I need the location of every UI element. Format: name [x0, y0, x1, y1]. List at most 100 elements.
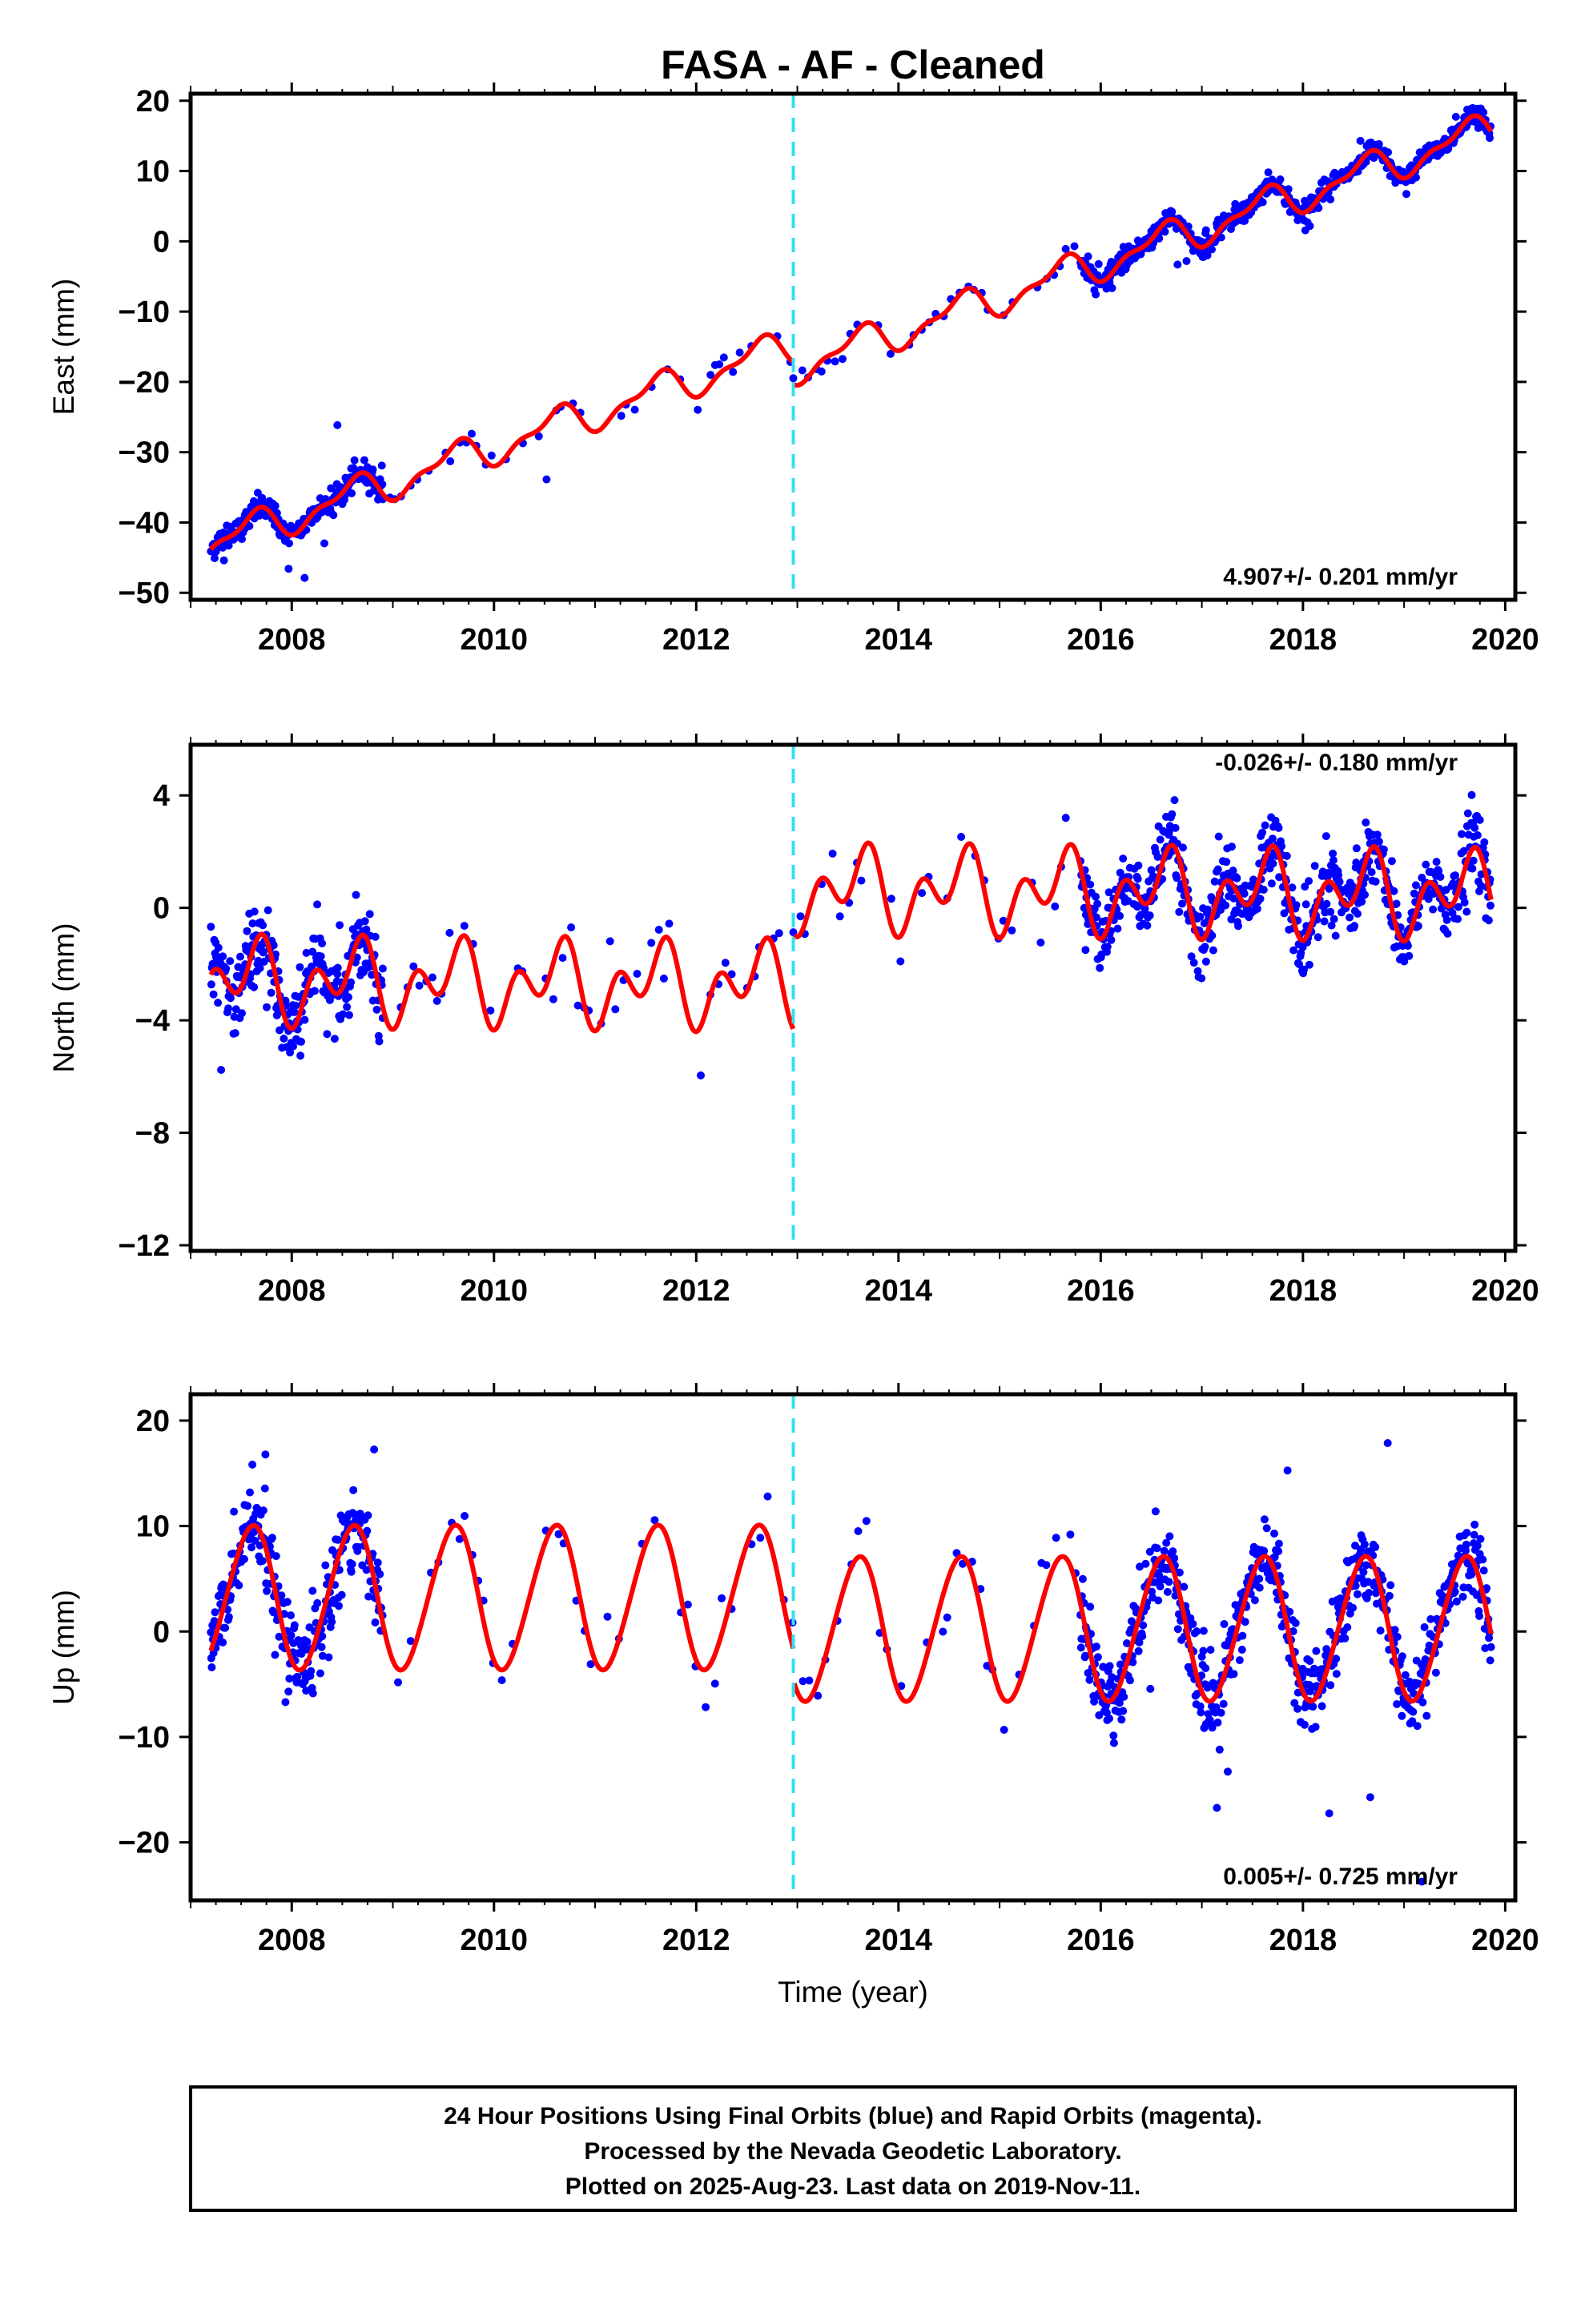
- data-point: [1187, 952, 1196, 961]
- data-point: [1136, 1562, 1144, 1571]
- data-point: [1113, 924, 1122, 933]
- data-point: [370, 1445, 379, 1454]
- data-point: [377, 461, 386, 470]
- data-point: [1197, 1708, 1205, 1717]
- data-point: [603, 1612, 612, 1621]
- data-point: [1354, 910, 1362, 918]
- data-point: [320, 539, 328, 548]
- data-point: [1300, 1720, 1309, 1729]
- data-point: [1411, 881, 1420, 890]
- data-point: [1320, 917, 1329, 926]
- data-point: [1479, 1566, 1488, 1575]
- y-tick-label: 10: [136, 1510, 170, 1544]
- data-point: [799, 1677, 807, 1686]
- data-point: [362, 925, 371, 934]
- data-point: [219, 556, 228, 565]
- data-point: [260, 1484, 269, 1493]
- data-point: [284, 565, 293, 573]
- data-point: [1402, 190, 1410, 199]
- data-point: [300, 573, 309, 582]
- data-point: [231, 1029, 239, 1038]
- data-point: [368, 465, 377, 474]
- data-point: [1217, 233, 1225, 242]
- data-point: [214, 999, 223, 1007]
- data-point: [1170, 796, 1179, 805]
- data-point: [1096, 963, 1104, 972]
- data-point: [1134, 1647, 1143, 1655]
- data-point: [1480, 838, 1489, 846]
- data-point: [1293, 1704, 1302, 1713]
- data-point: [214, 943, 223, 952]
- data-point: [1314, 203, 1323, 212]
- data-point: [854, 1527, 863, 1535]
- data-point: [1260, 1546, 1269, 1555]
- plot-frame: [188, 91, 1518, 602]
- data-point: [1203, 905, 1212, 914]
- data-point: [683, 1600, 692, 1609]
- data-point: [1258, 828, 1267, 837]
- data-point: [1179, 843, 1187, 852]
- data-point: [1468, 864, 1477, 873]
- data-point: [1475, 1612, 1484, 1620]
- data-point: [1240, 889, 1249, 898]
- data-point: [1300, 965, 1309, 974]
- data-point: [1178, 899, 1186, 908]
- data-point: [245, 521, 254, 530]
- data-point: [1332, 1655, 1341, 1663]
- data-point: [1135, 1638, 1144, 1647]
- data-point: [333, 970, 342, 979]
- data-point: [371, 932, 380, 941]
- data-point: [277, 1591, 286, 1600]
- data-point: [283, 1598, 292, 1606]
- data-point: [1086, 880, 1095, 889]
- data-point: [1092, 913, 1100, 922]
- data-point: [372, 1005, 381, 1014]
- data-point: [1373, 830, 1382, 839]
- data-point: [243, 927, 251, 935]
- data-point: [1256, 895, 1265, 903]
- data-point: [365, 910, 374, 919]
- plot-area: [207, 103, 1494, 582]
- data-point: [1259, 886, 1268, 894]
- data-point: [798, 366, 807, 375]
- data-point: [1116, 868, 1124, 877]
- data-point: [287, 1611, 295, 1620]
- data-point: [1459, 846, 1468, 855]
- data-point: [715, 360, 724, 368]
- data-point: [1476, 1534, 1485, 1543]
- data-point: [1061, 244, 1070, 253]
- data-point: [1288, 883, 1297, 892]
- data-point: [1128, 1658, 1137, 1667]
- footer-line-3: Plotted on 2025-Aug-23. Last data on 201…: [565, 2173, 1141, 2200]
- data-point: [268, 1534, 276, 1542]
- data-point: [1262, 1524, 1271, 1533]
- data-point: [1277, 842, 1286, 850]
- data-point: [1401, 1671, 1410, 1679]
- data-point: [1364, 1578, 1373, 1586]
- data-point: [1379, 845, 1388, 854]
- data-point: [659, 974, 668, 983]
- data-point: [239, 1554, 248, 1563]
- data-point: [354, 1542, 362, 1551]
- data-point: [918, 889, 927, 898]
- data-point: [280, 1034, 288, 1043]
- data-point: [1313, 933, 1322, 942]
- data-point: [1282, 851, 1291, 860]
- data-point: [248, 1460, 257, 1469]
- data-point: [378, 964, 387, 973]
- data-point: [1147, 866, 1156, 875]
- data-point: [1238, 1631, 1247, 1640]
- data-point: [1473, 1542, 1482, 1550]
- data-point: [1310, 862, 1319, 870]
- data-point: [207, 980, 215, 989]
- y-tick-label: −30: [119, 436, 170, 470]
- data-point: [250, 983, 259, 991]
- data-point: [209, 990, 218, 999]
- data-point: [300, 1015, 309, 1024]
- data-point: [1398, 1652, 1406, 1661]
- data-point: [285, 539, 293, 548]
- data-point: [817, 367, 826, 376]
- data-point: [1420, 1622, 1429, 1631]
- data-point: [1105, 1662, 1114, 1671]
- data-point: [1141, 1559, 1150, 1568]
